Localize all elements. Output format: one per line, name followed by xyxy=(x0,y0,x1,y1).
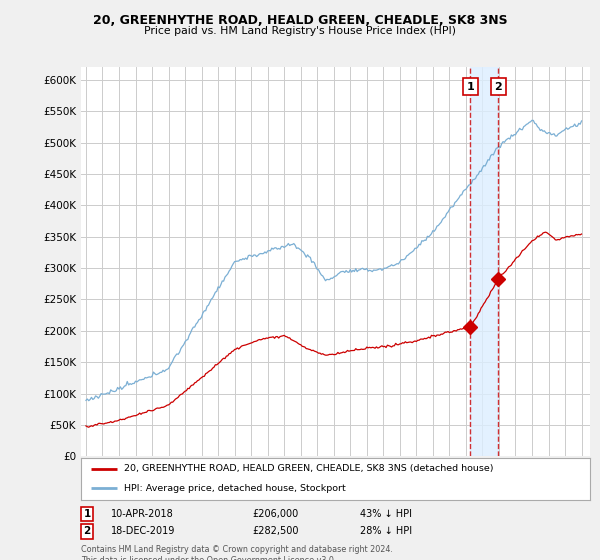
Text: Price paid vs. HM Land Registry's House Price Index (HPI): Price paid vs. HM Land Registry's House … xyxy=(144,26,456,36)
Bar xyxy=(470,67,499,456)
Text: £206,000: £206,000 xyxy=(252,509,298,519)
Text: 18-DEC-2019: 18-DEC-2019 xyxy=(111,526,175,536)
Text: £282,500: £282,500 xyxy=(252,526,299,536)
Text: Contains HM Land Registry data © Crown copyright and database right 2024.
This d: Contains HM Land Registry data © Crown c… xyxy=(81,545,393,560)
Text: HPI: Average price, detached house, Stockport: HPI: Average price, detached house, Stoc… xyxy=(124,484,346,493)
Text: 10-APR-2018: 10-APR-2018 xyxy=(111,509,174,519)
Text: 2: 2 xyxy=(494,82,502,92)
Text: 2: 2 xyxy=(83,526,91,536)
Text: 28% ↓ HPI: 28% ↓ HPI xyxy=(360,526,412,536)
Text: 1: 1 xyxy=(466,82,474,92)
Text: 20, GREENHYTHE ROAD, HEALD GREEN, CHEADLE, SK8 3NS (detached house): 20, GREENHYTHE ROAD, HEALD GREEN, CHEADL… xyxy=(124,464,494,473)
Text: 1: 1 xyxy=(83,509,91,519)
Text: 43% ↓ HPI: 43% ↓ HPI xyxy=(360,509,412,519)
Text: 20, GREENHYTHE ROAD, HEALD GREEN, CHEADLE, SK8 3NS: 20, GREENHYTHE ROAD, HEALD GREEN, CHEADL… xyxy=(92,14,508,27)
